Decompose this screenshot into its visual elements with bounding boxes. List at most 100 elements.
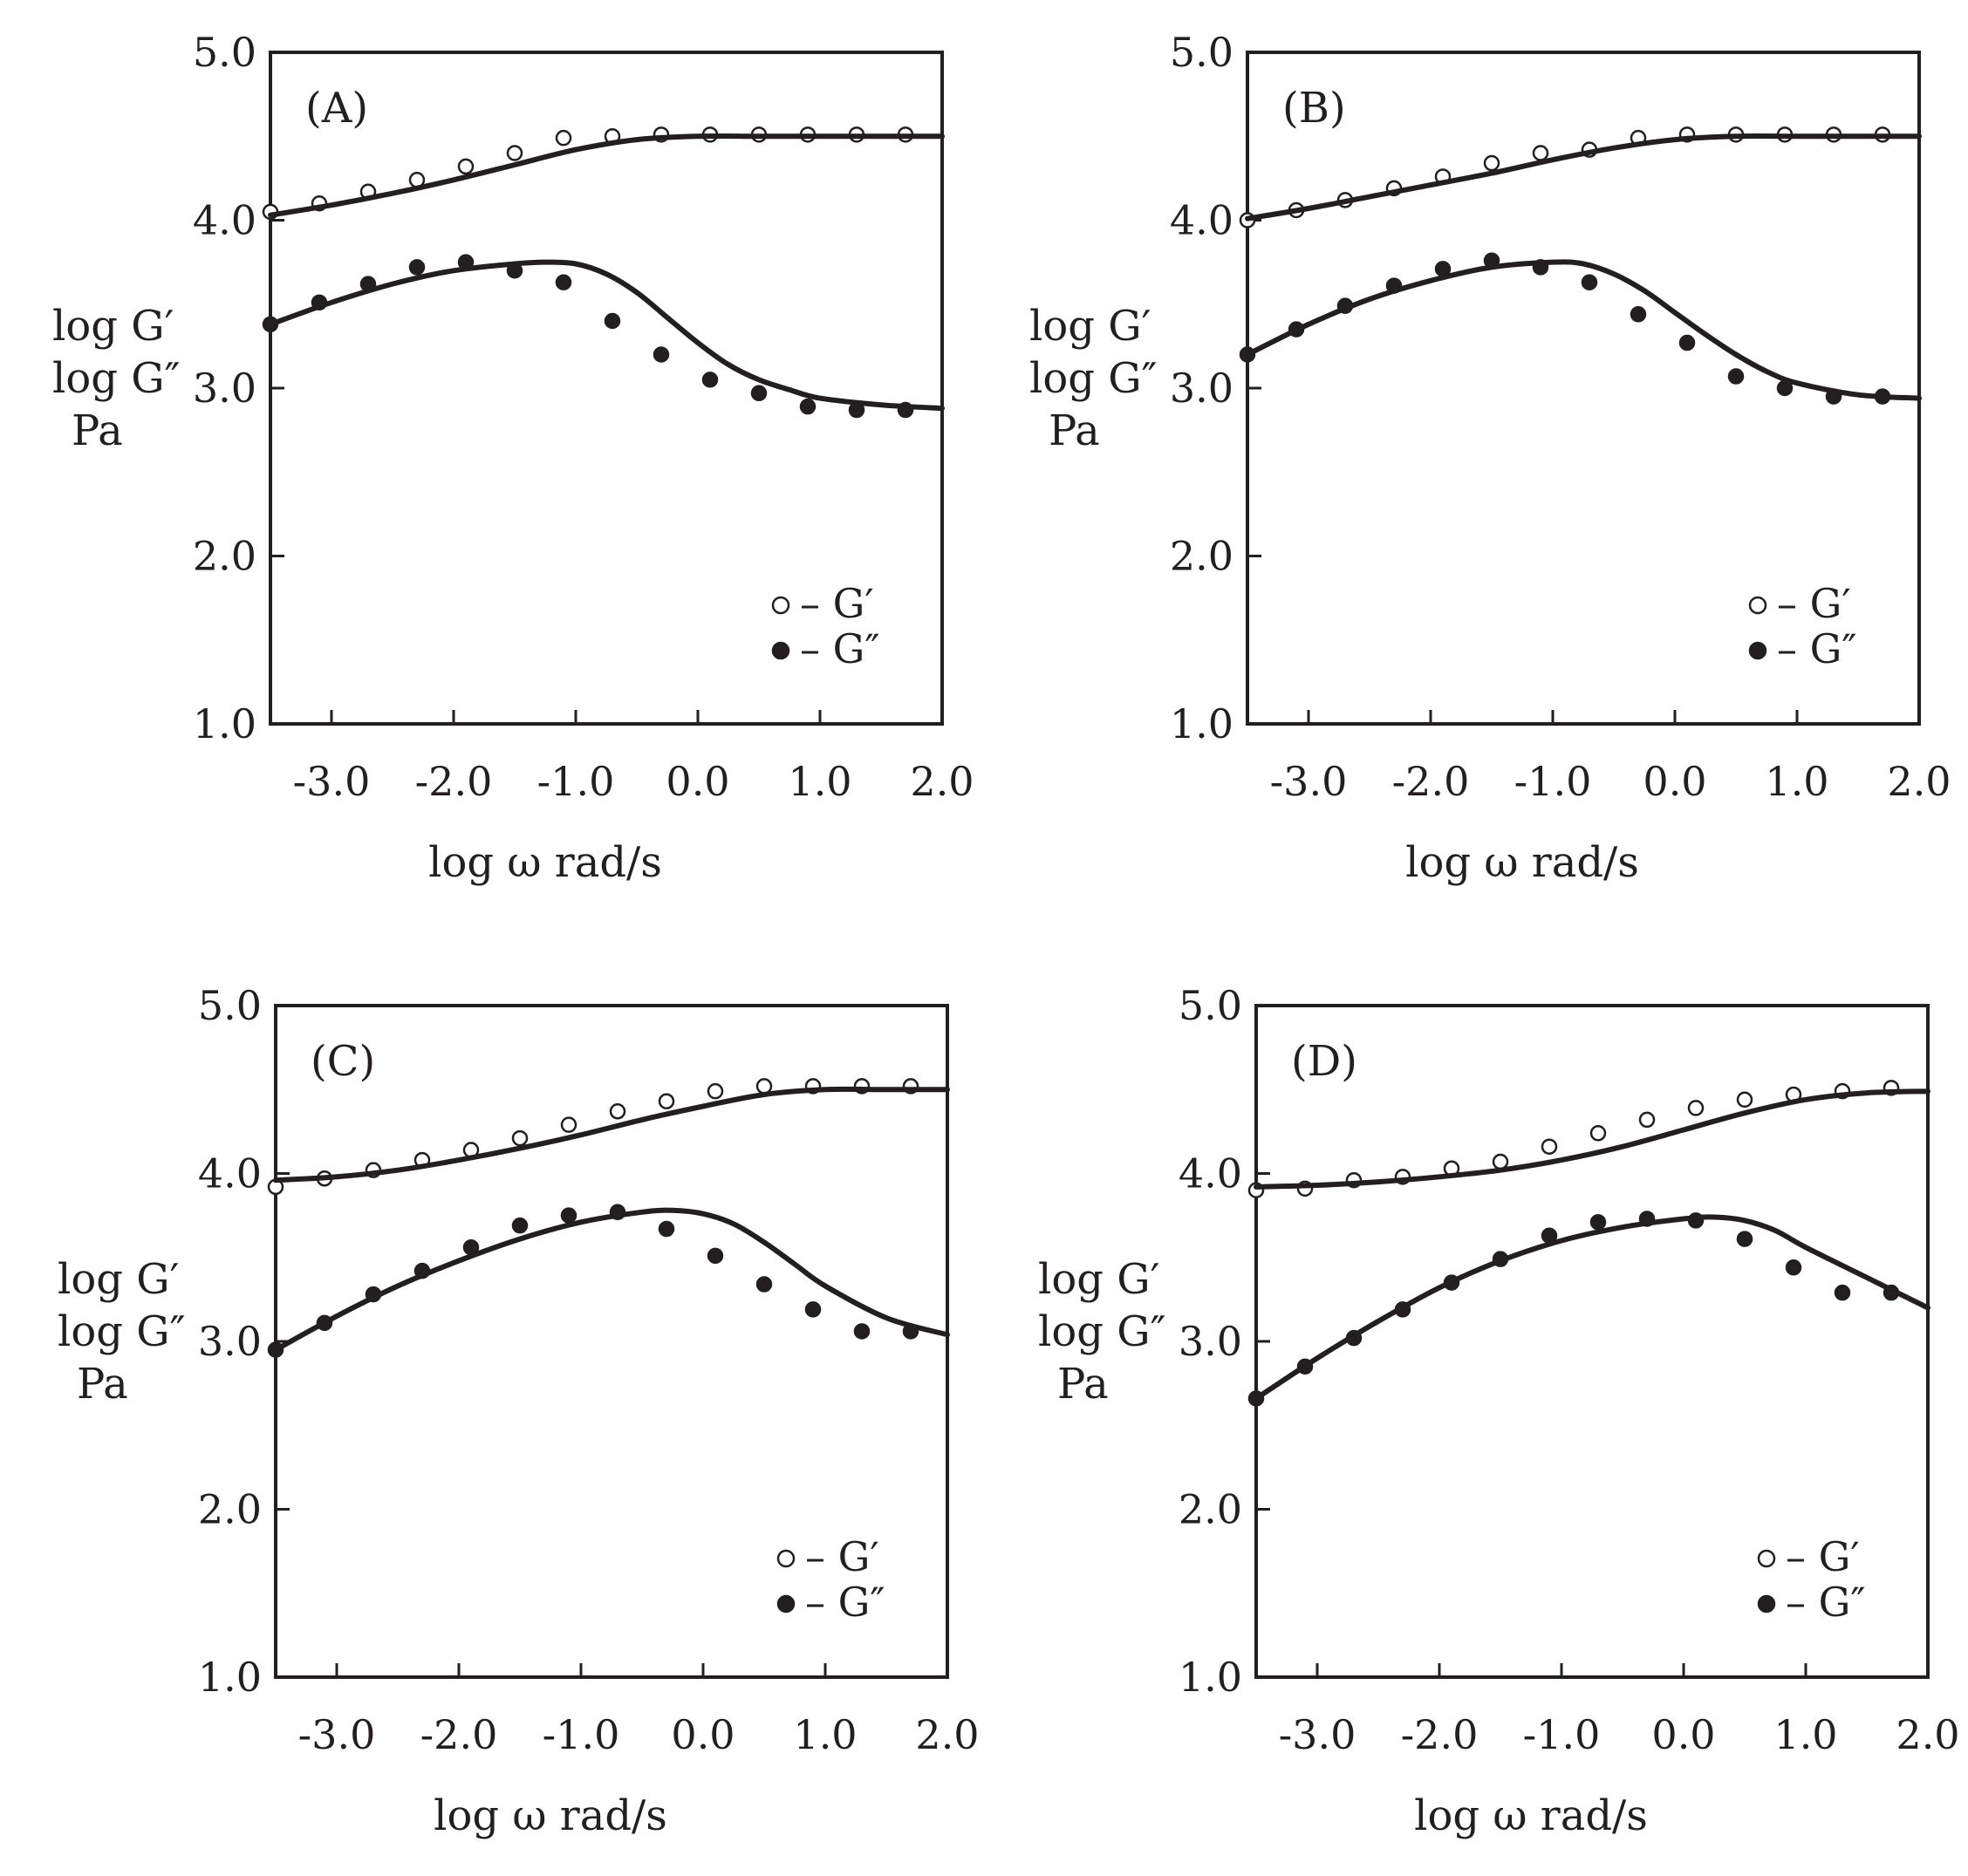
legend-marker-filled-circle <box>1748 641 1767 660</box>
legend-marker-open-circle <box>1757 1549 1776 1568</box>
data-point-g-prime <box>1687 1100 1705 1116</box>
y-tick-label: 5.0 <box>1179 982 1242 1029</box>
fit-curve-g-prime <box>273 1086 950 1184</box>
y-tick-label: 2.0 <box>1170 533 1233 580</box>
y-tick-label: 5.0 <box>1170 29 1233 76</box>
data-point-g-double-prime <box>701 372 719 388</box>
x-tick-label: -1.0 <box>543 1711 620 1758</box>
y-tick-label: 2.0 <box>1179 1486 1242 1533</box>
data-point-g-prime <box>555 129 572 147</box>
fit-curve-g-double-prime <box>1245 259 1922 401</box>
data-point-g-double-prime <box>560 1207 577 1224</box>
legend-label: – G″ <box>805 1579 885 1626</box>
y-tick-label: 4.0 <box>193 197 256 244</box>
legend-marker-open-circle <box>776 1549 796 1568</box>
data-point-g-double-prime <box>755 1276 773 1293</box>
y-axis-label: Pa <box>77 1360 128 1409</box>
y-axis-label: log G″ <box>1029 354 1158 403</box>
y-tick-label: 3.0 <box>198 1318 262 1365</box>
x-tick-label: -3.0 <box>293 758 371 805</box>
x-tick-label: 0.0 <box>671 1711 735 1758</box>
data-point-g-prime <box>457 158 475 175</box>
legend-label: – G′ <box>800 580 874 627</box>
fit-curve-g-double-prime <box>273 1207 950 1353</box>
data-point-g-double-prime <box>799 398 817 415</box>
chart-panel-a: -3.0 -2.0 -1.0 0.0 1.0 2.0 1.0 2.0 3.0 4.0 5.0 (A) l… <box>52 29 974 887</box>
x-tick-label: -1.0 <box>537 758 615 805</box>
x-tick-label: 0.0 <box>1651 1711 1715 1758</box>
data-point-g-prime <box>511 1129 529 1147</box>
panel-label: (A) <box>305 84 368 133</box>
data-point-g-double-prime <box>653 346 670 363</box>
data-point-g-double-prime <box>1581 274 1598 290</box>
data-point-g-double-prime <box>511 1217 529 1234</box>
y-tick-label: 3.0 <box>1179 1318 1242 1365</box>
data-point-g-prime <box>707 1082 724 1100</box>
x-tick-label: 1.0 <box>793 1711 857 1758</box>
x-tick-label: -2.0 <box>1392 758 1470 805</box>
data-point-g-double-prime <box>604 312 621 330</box>
x-tick-label: 2.0 <box>1896 1711 1959 1758</box>
data-point-g-double-prime <box>408 259 426 276</box>
data-point-g-prime <box>1589 1125 1607 1142</box>
legend-label: – G′ <box>1786 1533 1860 1580</box>
fit-curve-g-prime <box>1254 1088 1930 1190</box>
y-tick-label: 2.0 <box>198 1486 262 1533</box>
y-tick-label: 3.0 <box>193 365 256 412</box>
x-tick-label: 2.0 <box>1887 758 1951 805</box>
data-point-g-prime <box>1541 1138 1558 1155</box>
data-point-g-double-prime <box>1834 1284 1851 1301</box>
x-tick-label: 1.0 <box>1765 758 1828 805</box>
x-tick-label: -1.0 <box>1523 1711 1601 1758</box>
data-point-g-prime <box>1492 1153 1509 1170</box>
x-tick-label: 2.0 <box>910 758 974 805</box>
x-tick-label: -2.0 <box>1401 1711 1479 1758</box>
y-tick-label: 1.0 <box>198 1654 262 1701</box>
data-point-g-prime <box>609 1103 626 1120</box>
legend-label: – G″ <box>1777 625 1857 672</box>
legend-marker-filled-circle <box>1757 1594 1776 1613</box>
y-tick-label: 5.0 <box>198 982 262 1029</box>
x-tick-label: 2.0 <box>915 1711 979 1758</box>
data-point-g-prime <box>755 1078 773 1095</box>
x-axis-label: log ω rad/s <box>1414 1791 1648 1840</box>
data-point-g-double-prime <box>1736 1231 1753 1247</box>
panel-label: (C) <box>311 1037 375 1086</box>
y-axis-label: Pa <box>1057 1360 1109 1409</box>
data-point-g-prime <box>1532 145 1549 161</box>
x-tick-label: 1.0 <box>788 758 851 805</box>
data-point-g-double-prime <box>853 1323 871 1340</box>
y-axis-label: log G″ <box>58 1307 186 1356</box>
data-point-g-double-prime <box>1678 334 1696 351</box>
x-tick-label: -2.0 <box>415 758 493 805</box>
data-point-g-double-prime <box>1630 306 1647 323</box>
y-axis-label: log G′ <box>1038 1255 1159 1304</box>
y-tick-label: 1.0 <box>1170 700 1233 747</box>
x-tick-label: 0.0 <box>1643 758 1706 805</box>
data-point-g-double-prime <box>1785 1259 1802 1276</box>
data-point-g-prime <box>506 145 523 161</box>
panel-label: (D) <box>1291 1037 1357 1086</box>
y-axis-label: log G″ <box>1038 1307 1166 1356</box>
y-tick-label: 4.0 <box>1170 197 1233 244</box>
y-tick-label: 4.0 <box>198 1150 262 1197</box>
y-axis-label: Pa <box>72 406 123 455</box>
data-point-g-prime <box>1736 1091 1753 1109</box>
legend-marker-open-circle <box>1748 596 1767 615</box>
chart-panel-c: -3.0 -2.0 -1.0 0.0 1.0 2.0 1.0 2.0 3.0 4.0 5.0 (C) l… <box>58 982 980 1840</box>
legend-label: – G″ <box>800 625 880 672</box>
x-tick-label: -2.0 <box>420 1711 498 1758</box>
data-point-g-prime <box>1638 1111 1656 1129</box>
x-tick-label: -3.0 <box>298 1711 376 1758</box>
fit-curve-g-prime <box>268 133 945 218</box>
fit-curve-g-double-prime <box>1254 1214 1930 1402</box>
x-tick-label: -1.0 <box>1514 758 1592 805</box>
y-tick-label: 1.0 <box>1179 1654 1242 1701</box>
legend-marker-filled-circle <box>776 1594 796 1613</box>
panel-label: (B) <box>1282 84 1346 133</box>
y-tick-label: 1.0 <box>193 700 256 747</box>
data-point-g-double-prime <box>555 274 572 290</box>
legend-label: – G′ <box>1777 580 1851 627</box>
fit-curve-g-prime <box>1245 133 1922 222</box>
